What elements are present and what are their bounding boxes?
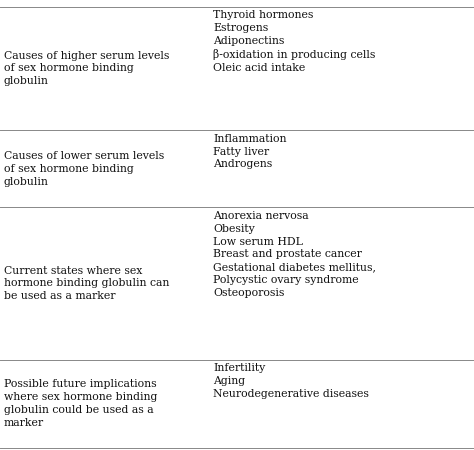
Text: Infertility
Aging
Neurodegenerative diseases: Infertility Aging Neurodegenerative dise… <box>213 363 369 399</box>
Text: Causes of higher serum levels
of sex hormone binding
globulin: Causes of higher serum levels of sex hor… <box>4 51 169 86</box>
Text: Inflammation
Fatty liver
Androgens: Inflammation Fatty liver Androgens <box>213 134 287 170</box>
Text: Thyroid hormones
Estrogens
Adiponectins
β-oxidation in producing cells
Oleic aci: Thyroid hormones Estrogens Adiponectins … <box>213 10 376 73</box>
Text: Causes of lower serum levels
of sex hormone binding
globulin: Causes of lower serum levels of sex horm… <box>4 151 164 187</box>
Text: Possible future implications
where sex hormone binding
globulin could be used as: Possible future implications where sex h… <box>4 379 157 428</box>
Text: Current states where sex
hormone binding globulin can
be used as a marker: Current states where sex hormone binding… <box>4 266 169 302</box>
Text: Anorexia nervosa
Obesity
Low serum HDL
Breast and prostate cancer
Gestational di: Anorexia nervosa Obesity Low serum HDL B… <box>213 211 376 298</box>
